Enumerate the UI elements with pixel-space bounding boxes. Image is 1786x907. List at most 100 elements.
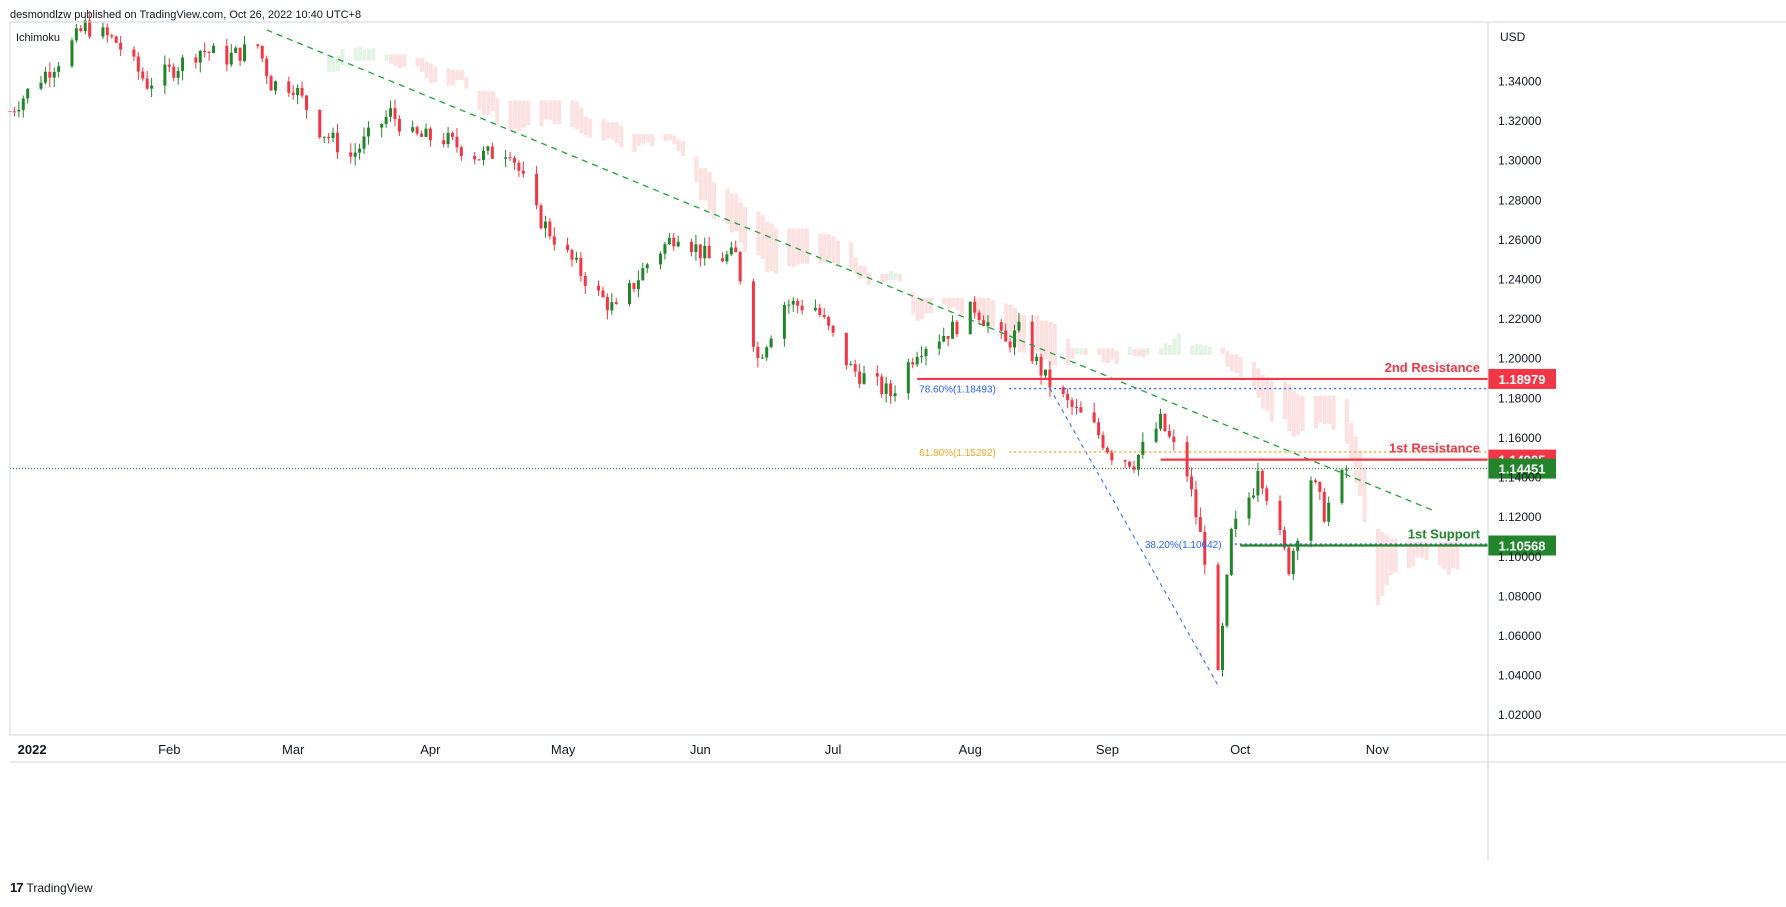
cloud-segment [1198, 344, 1203, 355]
candle-body [163, 64, 167, 86]
candle-body [229, 52, 233, 65]
x-tick-label: Aug [959, 742, 982, 757]
candle-body [1220, 625, 1224, 670]
candle-body [614, 302, 618, 304]
y-tick-label: 1.02000 [1498, 708, 1542, 722]
candle-body [504, 157, 508, 159]
candle-body [411, 127, 415, 132]
cloud-segment [1229, 354, 1234, 371]
candle-body [636, 280, 640, 290]
candle-body [105, 27, 109, 36]
cloud-segment [982, 297, 987, 323]
candle-body [1061, 387, 1065, 394]
candle-body [1159, 413, 1163, 429]
candle-body [906, 362, 910, 394]
cloud-segment [614, 122, 619, 144]
cloud-segment [1163, 342, 1168, 355]
candle-body [256, 44, 260, 46]
cloud-segment [884, 274, 889, 282]
candle-body [101, 27, 105, 37]
cloud-segment [676, 139, 681, 151]
candle-body [1287, 547, 1291, 575]
cloud-segment [335, 55, 340, 72]
candle-body [875, 373, 879, 377]
cloud-segment [490, 91, 495, 111]
cloud-segment [787, 228, 792, 267]
cloud-segment [818, 233, 823, 264]
candle-body [415, 127, 419, 134]
candle-body [136, 56, 140, 72]
candle-body [287, 81, 291, 93]
cloud-segment [1105, 348, 1110, 364]
candle-body [291, 92, 295, 96]
candle-body [1163, 413, 1167, 431]
candle-body [893, 393, 897, 397]
cloud-segment [836, 240, 841, 265]
cloud-segment [495, 98, 500, 125]
cloud-segment [1145, 347, 1150, 355]
cloud-segment [1424, 541, 1429, 561]
candle-body [1154, 428, 1158, 442]
candle-body [880, 376, 884, 394]
candle-body [822, 314, 826, 318]
candle-body [999, 322, 1003, 331]
y-tick-label: 1.12000 [1498, 510, 1542, 524]
cloud-segment [393, 54, 398, 66]
cloud-segment [1176, 333, 1181, 355]
candle-body [1203, 531, 1207, 565]
candle-body [552, 236, 556, 245]
candle-body [490, 146, 494, 159]
cloud-segment [539, 100, 544, 127]
candle-body [734, 247, 738, 253]
cloud-segment [424, 61, 429, 79]
candle-body [707, 245, 711, 259]
candle-body [738, 252, 742, 282]
cloud-segment [1344, 399, 1349, 444]
y-tick-label: 1.18000 [1498, 391, 1542, 405]
y-tick-label: 1.16000 [1498, 431, 1542, 445]
cloud-segment [707, 172, 712, 211]
x-tick-label: Nov [1366, 742, 1390, 757]
candle-body [304, 95, 308, 110]
candle-body [760, 357, 764, 359]
cloud-segment [791, 228, 796, 267]
candle-body [1278, 500, 1282, 530]
candle-body [543, 221, 547, 229]
cloud-segment [557, 100, 562, 125]
candle-body [787, 304, 791, 306]
cloud-segment [1021, 314, 1026, 353]
candle-body [57, 66, 61, 72]
candle-body [977, 312, 981, 321]
candle-body [1004, 330, 1008, 342]
candle-body [43, 71, 47, 83]
cloud-segment [486, 91, 491, 116]
cloud-segment [397, 54, 402, 69]
cloud-segment [1097, 348, 1102, 356]
candle-body [459, 147, 463, 156]
cloud-segment [446, 68, 451, 86]
cloud-segment [1220, 347, 1225, 354]
y-tick-label: 1.10000 [1498, 550, 1542, 564]
price-chart[interactable]: 78.60%(1.18493) 61.80%(1.15292) 38.20%(1.1… [0, 0, 1786, 860]
candle-body [397, 118, 401, 132]
candle-body [234, 47, 238, 53]
candle-body [769, 338, 773, 348]
tradingview-footer[interactable]: 17 TradingView [10, 880, 93, 895]
candle-body [39, 82, 43, 89]
candle-body [1229, 529, 1233, 575]
cloud-segment [389, 54, 394, 64]
cloud-segment [897, 274, 902, 282]
cloud-segment [508, 100, 513, 132]
cloud-segment [805, 228, 810, 264]
x-tick-label: Mar [282, 742, 305, 757]
candle-body [831, 325, 835, 333]
candle-body [1190, 476, 1194, 490]
cloud-segment [743, 207, 748, 253]
cloud-segment [920, 297, 925, 320]
candle-body [358, 148, 362, 153]
y-tick-label: 1.32000 [1498, 114, 1542, 128]
candle-body [951, 321, 955, 339]
x-tick-label: May [551, 742, 576, 757]
cloud-segment [738, 202, 743, 244]
y-tick-label: 1.20000 [1498, 352, 1542, 366]
